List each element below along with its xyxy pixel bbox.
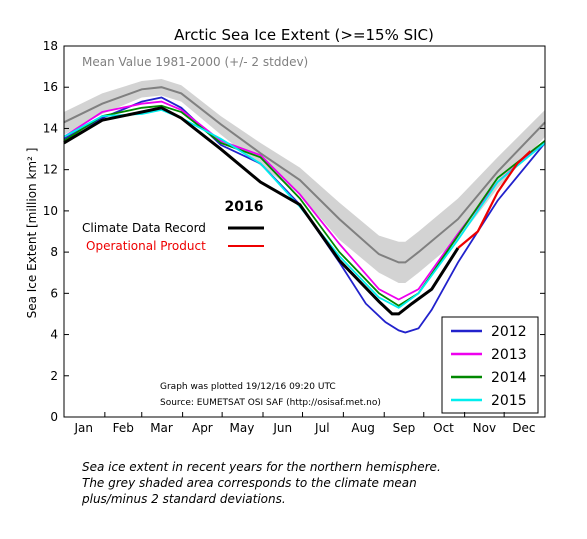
x-tick-label: Jul (314, 421, 329, 435)
y-tick-label: 18 (43, 39, 58, 53)
legend-label-2015: 2015 (491, 393, 527, 409)
y-tick-label: 14 (43, 121, 58, 135)
x-tick-label: May (229, 421, 254, 435)
y-tick-label: 16 (43, 80, 58, 94)
plot-timestamp-annotation: Graph was plotted 19/12/16 09:20 UTC (160, 382, 336, 392)
caption-line-3: plus/minus 2 standard deviations. (82, 492, 286, 506)
y-axis-label: Sea Ice Extent [million km² ] (25, 148, 39, 319)
legend-2016: 2016 Climate Data Record Operational Pro… (82, 199, 264, 253)
x-tick-label: Apr (192, 421, 213, 435)
x-tick-label: Feb (113, 421, 134, 435)
legend-years: 2012 2013 2014 2015 (441, 316, 539, 414)
legend-years-box (441, 316, 539, 414)
figure-caption: Sea ice extent in recent years for the n… (82, 459, 562, 507)
chart-title: Arctic Sea Ice Extent (>=15% SIC) (174, 26, 434, 44)
y-tick-label: 0 (50, 410, 58, 424)
x-tick-label: Nov (473, 421, 496, 435)
x-tick-label: Jan (74, 421, 94, 435)
x-tick-label: Oct (433, 421, 454, 435)
plot-frame (63, 45, 546, 418)
legend-2016-title: 2016 (225, 199, 264, 215)
series-line-2012 (63, 96, 546, 334)
series-line-2013 (63, 100, 546, 301)
series-line-2016-operational-product (457, 150, 532, 249)
source-annotation: Source: EUMETSAT OSI SAF (http://osisaf.… (160, 398, 381, 408)
y-tick-label: 6 (50, 286, 58, 300)
y-tick-label: 10 (43, 204, 58, 218)
arctic-sea-ice-chart: Arctic Sea Ice Extent (>=15% SIC) Sea Ic… (25, 26, 546, 435)
y-tick-label: 12 (43, 163, 58, 177)
caption-line-2: The grey shaded area corresponds to the … (82, 476, 417, 490)
legend-label-2013: 2013 (491, 347, 527, 363)
x-tick-label: Sep (393, 421, 416, 435)
series-line-2016-climate-data-record (63, 106, 460, 316)
legend-label-2012: 2012 (491, 324, 527, 340)
x-tick-label: Aug (351, 421, 374, 435)
mean-value-label: Mean Value 1981-2000 (+/- 2 stddev) (82, 55, 308, 69)
mean-stddev-band (64, 79, 545, 283)
series-line-2014 (63, 104, 546, 307)
mean-line (63, 86, 546, 264)
legend-label-2014: 2014 (491, 370, 527, 386)
caption-line-1: Sea ice extent in recent years for the n… (82, 460, 441, 474)
y-tick-label: 8 (50, 245, 58, 259)
y-tick-label: 4 (50, 328, 58, 342)
legend-climate-data-record-label: Climate Data Record (82, 221, 206, 235)
x-tick-label: Mar (150, 421, 173, 435)
y-tick-label: 2 (50, 369, 58, 383)
x-tick-label: Jun (272, 421, 292, 435)
legend-operational-product-label: Operational Product (86, 239, 206, 253)
x-tick-label: Dec (512, 421, 535, 435)
